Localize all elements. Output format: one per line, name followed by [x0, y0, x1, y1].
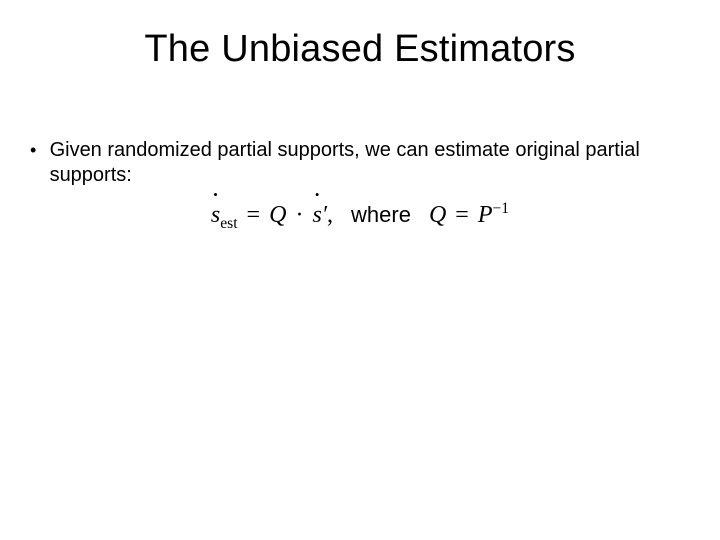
slide: The Unbiased Estimators • Given randomiz…	[0, 0, 720, 540]
bullet-text: Given randomized partial supports, we ca…	[50, 138, 670, 188]
where-word: where	[351, 202, 411, 227]
vector-s-est: • s	[211, 202, 220, 229]
bullet-item: • Given randomized partial supports, we …	[30, 138, 680, 188]
slide-title: The Unbiased Estimators	[0, 28, 720, 71]
equation-block: • s est = Q · • s ′, where Q = P−1	[0, 200, 720, 233]
symbol-s-prime: s	[312, 202, 321, 228]
symbol-Q-2: Q	[429, 202, 446, 228]
dot-operator: ·	[292, 202, 306, 228]
equation-content: • s est = Q · • s ′, where Q = P−1	[211, 200, 509, 233]
equals-sign: =	[244, 202, 264, 228]
vector-arrow-icon: •	[315, 188, 320, 201]
equals-sign-2: =	[452, 202, 472, 228]
vector-arrow-icon: •	[213, 188, 218, 201]
symbol-P: P	[478, 202, 493, 228]
bullet-marker-icon: •	[30, 138, 44, 162]
subscript-est: est	[220, 215, 237, 232]
symbol-s: s	[211, 202, 220, 228]
vector-s-prime: • s	[312, 202, 321, 229]
superscript-neg1: −1	[493, 200, 510, 217]
symbol-Q: Q	[269, 202, 286, 228]
comma: ,	[327, 202, 333, 228]
